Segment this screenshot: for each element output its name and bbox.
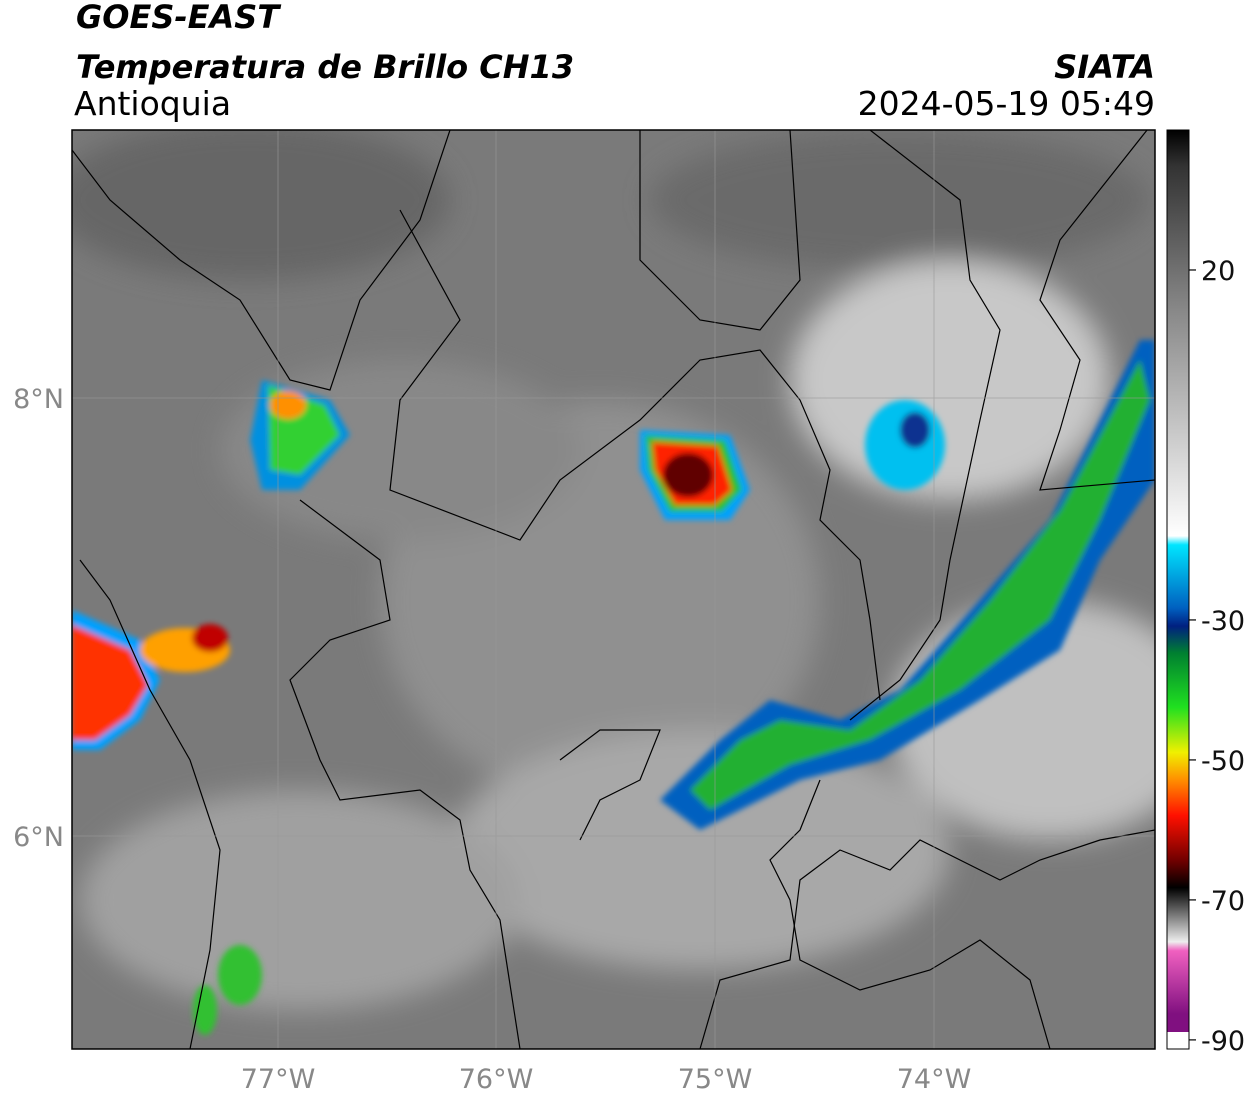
colorbar-tick-label: -50 — [1201, 746, 1245, 777]
map-frame — [71, 129, 1156, 1050]
lon-label: 77°W — [241, 1064, 316, 1095]
colorbar-tick-label: -90 — [1201, 1026, 1245, 1057]
colorbar-tick-label: 20 — [1201, 256, 1235, 287]
colorbar-frame — [1166, 129, 1190, 1050]
satellite-image — [72, 130, 1155, 1049]
graticule — [72, 130, 1155, 1049]
lon-label: 75°W — [678, 1064, 753, 1095]
region: Antioquia — [74, 84, 231, 123]
colorbar-tick-label: -30 — [1201, 606, 1245, 637]
colorbar-tick-label: -70 — [1201, 886, 1245, 917]
colorbar-ticks: 20 -30 -50 -70 -90 — [1189, 256, 1245, 1057]
datetime: 2024-05-19 05:49 — [858, 84, 1155, 123]
satellite: GOES-EAST — [76, 0, 281, 36]
product: Temperatura de Brillo CH13 — [76, 48, 574, 86]
lon-label: 76°W — [459, 1064, 534, 1095]
source: SIATA — [1054, 48, 1155, 86]
lat-label: 8°N — [13, 384, 64, 415]
lat-label: 6°N — [13, 822, 64, 853]
colorbar — [1167, 130, 1189, 1032]
borders — [72, 130, 1155, 1049]
lon-label: 74°W — [897, 1064, 972, 1095]
